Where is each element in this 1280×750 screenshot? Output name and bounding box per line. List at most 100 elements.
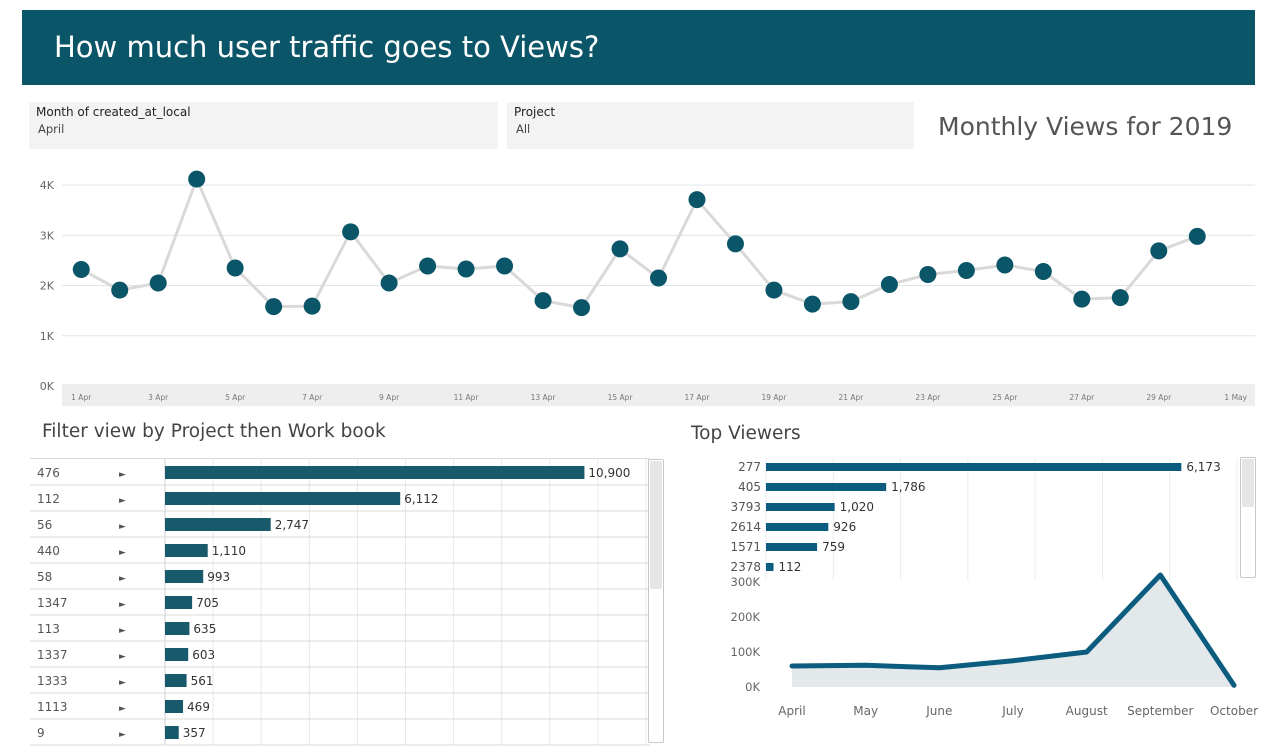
data-point xyxy=(1073,290,1091,308)
bar-value-label: 1,110 xyxy=(212,544,246,558)
bar xyxy=(766,523,829,531)
bar xyxy=(165,518,271,531)
bar xyxy=(165,622,190,635)
data-point xyxy=(726,235,744,253)
filter-month-value[interactable]: April xyxy=(38,122,65,136)
bar-value-label: 926 xyxy=(833,520,856,534)
bar-value-label: 6,112 xyxy=(404,492,438,506)
x-axis-band xyxy=(62,384,1255,406)
bar-value-label: 603 xyxy=(192,648,215,662)
x-tick-label: 1 May xyxy=(1224,393,1247,402)
x-tick-label: 25 Apr xyxy=(992,393,1018,402)
y-tick-label: 1K xyxy=(40,330,55,343)
data-point xyxy=(880,276,898,294)
y-tick-label: 3K xyxy=(40,229,55,242)
filter-month[interactable]: Month of created_at_local April xyxy=(29,102,498,149)
bar xyxy=(165,570,204,583)
bar xyxy=(165,544,208,557)
data-point xyxy=(342,223,360,241)
expand-icon: ► xyxy=(119,704,126,714)
y-tick-label: 0K xyxy=(40,380,55,393)
viewer-id-label: 3793 xyxy=(730,500,761,514)
project-id-label: 112 xyxy=(37,492,60,506)
page-title: How much user traffic goes to Views? xyxy=(54,30,600,64)
expand-icon: ► xyxy=(119,600,126,610)
bar-value-label: 2,747 xyxy=(275,518,309,532)
monthly-views-title: Monthly Views for 2019 xyxy=(938,112,1233,141)
bar-value-label: 1,020 xyxy=(840,500,874,514)
viewer-id-label: 2614 xyxy=(730,520,761,534)
expand-icon: ► xyxy=(119,496,126,506)
bar-value-label: 469 xyxy=(187,700,210,714)
viewer-id-label: 405 xyxy=(738,480,761,494)
project-id-label: 58 xyxy=(37,570,52,584)
data-point xyxy=(534,292,552,310)
x-tick-label: 29 Apr xyxy=(1146,393,1172,402)
projects-scrollbar-thumb[interactable] xyxy=(650,461,662,589)
project-id-label: 56 xyxy=(37,518,52,532)
filter-project[interactable]: Project All xyxy=(507,102,914,149)
data-point xyxy=(688,191,706,209)
project-id-label: 1113 xyxy=(37,700,68,714)
area-fill xyxy=(792,575,1234,687)
project-id-label: 440 xyxy=(37,544,60,558)
data-point xyxy=(111,281,129,299)
project-id-label: 113 xyxy=(37,622,60,636)
viewers-scrollbar[interactable] xyxy=(1240,457,1256,578)
data-point xyxy=(149,274,167,292)
bar xyxy=(766,483,887,491)
x-tick-label: 21 Apr xyxy=(838,393,864,402)
bar xyxy=(165,674,187,687)
expand-icon: ► xyxy=(119,730,126,740)
data-point xyxy=(265,298,283,316)
y-tick-label: 4K xyxy=(40,179,55,192)
data-point xyxy=(226,259,244,277)
x-tick-label: 13 Apr xyxy=(531,393,557,402)
filter-month-label: Month of created_at_local xyxy=(36,105,191,119)
y-tick-label: 200K xyxy=(731,610,761,624)
viewer-id-label: 277 xyxy=(738,460,761,474)
bar-value-label: 759 xyxy=(822,540,845,554)
bar xyxy=(165,492,401,505)
bar xyxy=(766,503,835,511)
data-point xyxy=(1188,227,1206,245)
x-tick-label: 1 Apr xyxy=(71,393,92,402)
y-tick-label: 300K xyxy=(731,575,761,589)
viewer-id-label: 1571 xyxy=(730,540,761,554)
data-point xyxy=(842,293,860,311)
project-id-label: 1337 xyxy=(37,648,68,662)
viewers-scrollbar-thumb[interactable] xyxy=(1242,459,1254,507)
data-point xyxy=(1111,289,1129,307)
data-point xyxy=(919,266,937,284)
bar-value-label: 6,173 xyxy=(1186,460,1220,474)
x-tick-label: 23 Apr xyxy=(915,393,941,402)
y-tick-label: 0K xyxy=(745,680,760,694)
project-id-label: 1347 xyxy=(37,596,68,610)
expand-icon: ► xyxy=(119,470,126,480)
x-tick-label: 7 Apr xyxy=(302,393,323,402)
x-tick-label: September xyxy=(1127,704,1193,718)
bar-value-label: 635 xyxy=(193,622,216,636)
filter-project-label: Project xyxy=(514,105,556,119)
projects-title: Filter view by Project then Work book xyxy=(42,421,386,442)
bar-value-label: 993 xyxy=(207,570,230,584)
y-tick-label: 2K xyxy=(40,280,55,293)
data-point xyxy=(803,295,821,313)
x-tick-label: August xyxy=(1066,704,1108,718)
project-id-label: 9 xyxy=(37,726,45,740)
projects-scrollbar[interactable] xyxy=(648,459,664,743)
data-point xyxy=(72,260,90,278)
viewer-id-label: 2378 xyxy=(730,560,761,574)
bar-value-label: 112 xyxy=(779,560,802,574)
x-tick-label: 17 Apr xyxy=(685,393,711,402)
x-tick-label: June xyxy=(925,704,952,718)
data-point xyxy=(188,170,206,188)
bar-value-label: 705 xyxy=(196,596,219,610)
project-bar-chart: 476 ► 10,900 112 ► 6,112 56 ► 2,747 440 ► 1,110 58 ► 9… xyxy=(30,458,650,746)
data-point xyxy=(1150,242,1168,260)
bar-value-label: 561 xyxy=(191,674,214,688)
x-tick-label: 15 Apr xyxy=(608,393,634,402)
bar-value-label: 10,900 xyxy=(588,466,630,480)
filter-project-value[interactable]: All xyxy=(516,122,531,136)
bar xyxy=(766,543,818,551)
